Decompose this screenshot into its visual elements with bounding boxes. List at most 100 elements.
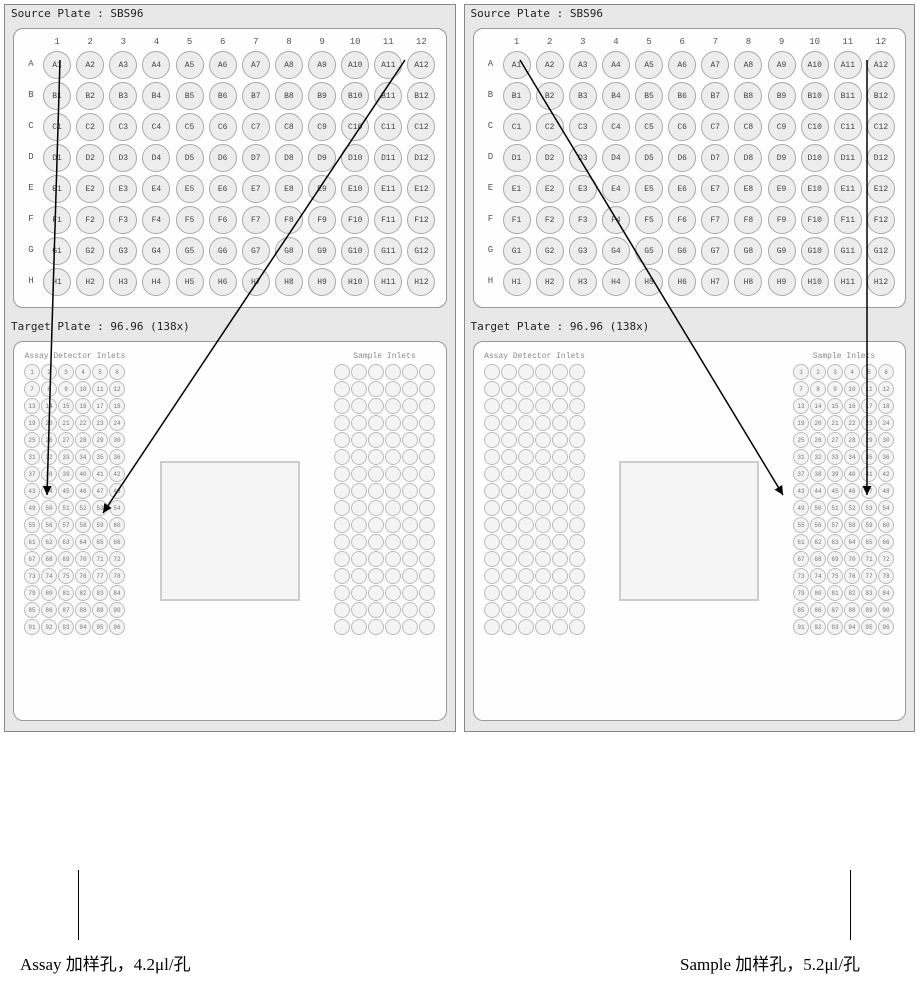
inlet-well[interactable] (501, 466, 517, 482)
well[interactable]: A5 (635, 51, 663, 79)
inlet-well[interactable]: 36 (109, 449, 125, 465)
inlet-well[interactable] (334, 466, 350, 482)
inlet-well[interactable]: 27 (827, 432, 843, 448)
inlet-well[interactable]: 32 (41, 449, 57, 465)
well[interactable]: B6 (668, 82, 696, 110)
well[interactable]: A8 (734, 51, 762, 79)
well[interactable]: H5 (635, 268, 663, 296)
well[interactable]: A12 (867, 51, 895, 79)
inlet-well[interactable]: 35 (92, 449, 108, 465)
inlet-well[interactable] (402, 585, 418, 601)
inlet-well[interactable] (334, 534, 350, 550)
inlet-well[interactable]: 21 (827, 415, 843, 431)
well[interactable]: B1 (503, 82, 531, 110)
well[interactable]: C10 (341, 113, 369, 141)
well[interactable]: D7 (701, 144, 729, 172)
well[interactable]: A5 (176, 51, 204, 79)
inlet-well[interactable]: 25 (793, 432, 809, 448)
inlet-well[interactable]: 51 (827, 500, 843, 516)
inlet-well[interactable]: 35 (861, 449, 877, 465)
inlet-well[interactable] (484, 517, 500, 533)
well[interactable]: E3 (569, 175, 597, 203)
well[interactable]: E2 (76, 175, 104, 203)
well[interactable]: F1 (503, 206, 531, 234)
well[interactable]: A9 (308, 51, 336, 79)
inlet-well[interactable] (351, 517, 367, 533)
inlet-well[interactable]: 70 (844, 551, 860, 567)
inlet-well[interactable] (501, 517, 517, 533)
inlet-well[interactable] (518, 602, 534, 618)
inlet-well[interactable]: 7 (24, 381, 40, 397)
well[interactable]: C2 (536, 113, 564, 141)
inlet-well[interactable] (569, 432, 585, 448)
well[interactable]: D11 (834, 144, 862, 172)
well[interactable]: A4 (142, 51, 170, 79)
inlet-well[interactable]: 7 (793, 381, 809, 397)
well[interactable]: C6 (209, 113, 237, 141)
inlet-well[interactable] (569, 534, 585, 550)
inlet-well[interactable] (368, 517, 384, 533)
inlet-well[interactable]: 17 (861, 398, 877, 414)
inlet-well[interactable]: 90 (878, 602, 894, 618)
well[interactable]: B7 (701, 82, 729, 110)
inlet-well[interactable] (402, 398, 418, 414)
inlet-well[interactable] (484, 585, 500, 601)
inlet-well[interactable]: 80 (810, 585, 826, 601)
inlet-well[interactable]: 37 (793, 466, 809, 482)
inlet-well[interactable]: 82 (844, 585, 860, 601)
inlet-well[interactable] (334, 602, 350, 618)
inlet-well[interactable] (535, 483, 551, 499)
well[interactable]: H12 (867, 268, 895, 296)
well[interactable]: H6 (209, 268, 237, 296)
inlet-well[interactable]: 61 (24, 534, 40, 550)
well[interactable]: G6 (668, 237, 696, 265)
well[interactable]: C2 (76, 113, 104, 141)
inlet-well[interactable]: 11 (861, 381, 877, 397)
well[interactable]: F8 (734, 206, 762, 234)
inlet-well[interactable] (484, 398, 500, 414)
inlet-well[interactable] (385, 483, 401, 499)
inlet-well[interactable]: 83 (861, 585, 877, 601)
well[interactable]: E4 (142, 175, 170, 203)
inlet-well[interactable] (552, 415, 568, 431)
well[interactable]: C10 (801, 113, 829, 141)
inlet-well[interactable] (402, 602, 418, 618)
inlet-well[interactable] (501, 364, 517, 380)
inlet-well[interactable] (569, 602, 585, 618)
well[interactable]: G2 (536, 237, 564, 265)
inlet-well[interactable] (518, 432, 534, 448)
inlet-well[interactable] (518, 381, 534, 397)
well[interactable]: F12 (867, 206, 895, 234)
inlet-well[interactable]: 95 (861, 619, 877, 635)
well[interactable]: H10 (801, 268, 829, 296)
well[interactable]: D6 (209, 144, 237, 172)
well[interactable]: B2 (76, 82, 104, 110)
well[interactable]: B3 (109, 82, 137, 110)
inlet-well[interactable] (385, 551, 401, 567)
inlet-well[interactable]: 92 (810, 619, 826, 635)
inlet-well[interactable]: 34 (844, 449, 860, 465)
inlet-well[interactable]: 31 (24, 449, 40, 465)
well[interactable]: F10 (341, 206, 369, 234)
inlet-well[interactable] (535, 449, 551, 465)
inlet-well[interactable]: 82 (75, 585, 91, 601)
inlet-well[interactable]: 74 (41, 568, 57, 584)
inlet-well[interactable]: 91 (793, 619, 809, 635)
inlet-well[interactable] (402, 466, 418, 482)
inlet-well[interactable] (484, 483, 500, 499)
inlet-well[interactable] (484, 449, 500, 465)
inlet-well[interactable] (552, 466, 568, 482)
inlet-well[interactable] (385, 381, 401, 397)
well[interactable]: C9 (768, 113, 796, 141)
inlet-well[interactable] (351, 449, 367, 465)
well[interactable]: F4 (602, 206, 630, 234)
inlet-well[interactable]: 55 (793, 517, 809, 533)
well[interactable]: E5 (176, 175, 204, 203)
well[interactable]: E9 (308, 175, 336, 203)
inlet-well[interactable] (334, 364, 350, 380)
well[interactable]: F5 (176, 206, 204, 234)
inlet-well[interactable]: 86 (41, 602, 57, 618)
well[interactable]: H7 (701, 268, 729, 296)
well[interactable]: B1 (43, 82, 71, 110)
inlet-well[interactable] (419, 551, 435, 567)
